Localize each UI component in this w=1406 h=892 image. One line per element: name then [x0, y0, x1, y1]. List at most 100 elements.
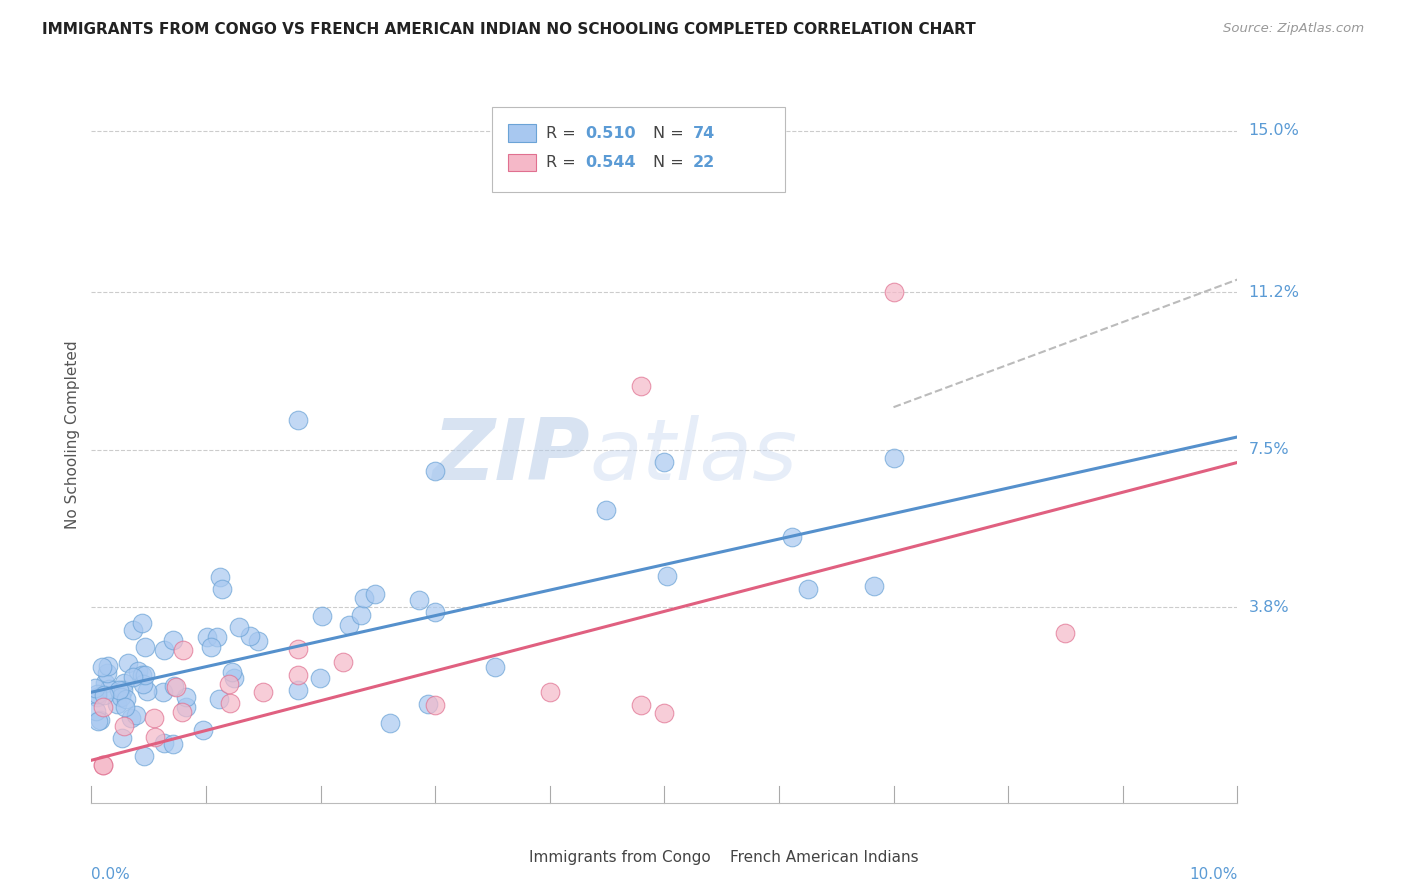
Point [630, 698, 652, 712]
Point [287, 683, 309, 698]
Text: 0.0%: 0.0% [91, 867, 131, 881]
Point [84, 704, 107, 718]
Text: Immigrants from Congo: Immigrants from Congo [529, 850, 711, 865]
Point [287, 642, 309, 657]
Point [110, 690, 132, 705]
Point [143, 711, 166, 725]
Point [127, 664, 149, 678]
Point [91, 699, 114, 714]
Text: 15.0%: 15.0% [1249, 123, 1299, 138]
Point [208, 570, 231, 584]
Point [91, 757, 114, 772]
Text: 3.8%: 3.8% [1249, 599, 1289, 615]
Point [112, 676, 135, 690]
Point [83, 681, 105, 696]
Point [90, 660, 112, 674]
Point [287, 668, 309, 682]
Point [134, 667, 156, 681]
Point [174, 690, 197, 704]
Point [595, 502, 617, 516]
Point [87, 714, 110, 728]
Point [165, 680, 187, 694]
Point [153, 643, 176, 657]
Point [308, 671, 330, 685]
Text: ZIP: ZIP [432, 416, 591, 499]
Point [135, 684, 157, 698]
Point [287, 413, 309, 427]
FancyBboxPatch shape [498, 850, 522, 866]
Point [208, 692, 231, 706]
FancyBboxPatch shape [509, 124, 536, 142]
Point [350, 607, 373, 622]
Point [114, 700, 136, 714]
Point [538, 685, 561, 699]
Text: 74: 74 [693, 126, 716, 141]
Point [195, 631, 218, 645]
Point [89, 713, 111, 727]
Point [163, 680, 186, 694]
Point [657, 569, 679, 583]
Point [423, 605, 446, 619]
Text: French American Indians: French American Indians [730, 850, 918, 865]
Text: 10.0%: 10.0% [1189, 867, 1237, 881]
Point [222, 671, 245, 685]
Point [122, 624, 145, 638]
Text: 22: 22 [693, 155, 716, 170]
Point [364, 586, 387, 600]
Point [353, 591, 375, 605]
Point [108, 683, 131, 698]
Point [152, 685, 174, 699]
Point [114, 691, 136, 706]
Point [408, 593, 430, 607]
Point [797, 582, 820, 597]
Point [200, 640, 222, 655]
Point [122, 669, 145, 683]
Point [311, 608, 333, 623]
Point [218, 676, 240, 690]
Point [112, 683, 135, 698]
Point [105, 697, 128, 711]
Text: R =: R = [547, 155, 581, 170]
Text: N =: N = [652, 126, 689, 141]
Point [780, 530, 803, 544]
Point [86, 690, 108, 704]
Text: IMMIGRANTS FROM CONGO VS FRENCH AMERICAN INDIAN NO SCHOOLING COMPLETED CORRELATI: IMMIGRANTS FROM CONGO VS FRENCH AMERICAN… [42, 22, 976, 37]
Point [211, 582, 233, 596]
Point [117, 657, 139, 671]
Text: 7.5%: 7.5% [1249, 442, 1289, 458]
Point [1054, 625, 1077, 640]
Point [134, 640, 156, 654]
Point [132, 677, 155, 691]
Point [112, 719, 135, 733]
Point [246, 634, 269, 648]
Point [96, 666, 118, 681]
Point [120, 711, 142, 725]
Point [228, 620, 250, 634]
Point [131, 616, 153, 631]
Point [863, 578, 886, 592]
FancyBboxPatch shape [492, 107, 785, 192]
Point [882, 285, 904, 300]
Text: atlas: atlas [591, 416, 797, 499]
Point [218, 697, 240, 711]
Point [630, 379, 652, 393]
Text: 0.510: 0.510 [585, 126, 636, 141]
Point [162, 632, 184, 647]
Point [172, 642, 194, 657]
Point [174, 700, 197, 714]
Point [170, 705, 193, 719]
Point [252, 685, 274, 699]
Point [484, 660, 506, 674]
Point [221, 665, 243, 680]
Point [193, 723, 215, 737]
Point [86, 687, 108, 701]
FancyBboxPatch shape [509, 153, 536, 171]
Point [131, 668, 153, 682]
Y-axis label: No Schooling Completed: No Schooling Completed [65, 341, 80, 529]
Point [98, 681, 121, 696]
Text: N =: N = [652, 155, 689, 170]
Point [111, 731, 134, 745]
Point [207, 630, 229, 644]
Text: 11.2%: 11.2% [1249, 285, 1299, 300]
Point [162, 737, 184, 751]
